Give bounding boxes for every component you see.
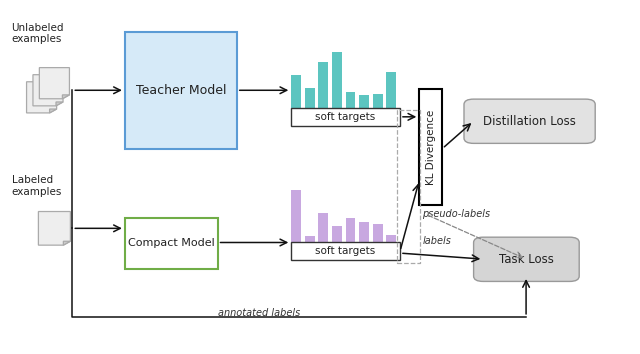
Text: Teacher Model: Teacher Model (136, 84, 226, 97)
Bar (332, 226, 342, 242)
Bar (372, 93, 383, 108)
Bar (332, 52, 342, 108)
Bar (346, 218, 355, 242)
Polygon shape (50, 109, 57, 113)
Text: Compact Model: Compact Model (128, 238, 214, 249)
Bar (359, 95, 369, 108)
Text: Unlabeled
examples: Unlabeled examples (12, 23, 64, 45)
Bar (305, 88, 315, 108)
Bar (291, 75, 301, 108)
Polygon shape (33, 75, 63, 106)
Bar (319, 213, 328, 242)
Polygon shape (27, 82, 57, 113)
Polygon shape (40, 68, 70, 99)
Polygon shape (38, 212, 70, 245)
Bar (319, 62, 328, 108)
FancyBboxPatch shape (291, 108, 400, 126)
FancyBboxPatch shape (125, 218, 218, 269)
Text: soft targets: soft targets (316, 246, 376, 256)
Text: Distillation Loss: Distillation Loss (483, 115, 576, 128)
Bar (387, 235, 396, 242)
Bar (346, 92, 355, 108)
Bar (359, 222, 369, 242)
Text: pseudo-labels: pseudo-labels (422, 209, 490, 219)
Text: Task Loss: Task Loss (499, 253, 554, 266)
FancyBboxPatch shape (125, 32, 237, 149)
FancyBboxPatch shape (419, 88, 442, 205)
Bar (291, 190, 301, 242)
Text: soft targets: soft targets (316, 112, 376, 122)
Text: KL Divergence: KL Divergence (426, 109, 436, 184)
Text: annotated labels: annotated labels (218, 308, 300, 318)
Bar (305, 236, 315, 242)
Polygon shape (56, 102, 63, 106)
Polygon shape (63, 95, 70, 99)
Polygon shape (63, 241, 70, 245)
Bar (387, 72, 396, 108)
FancyBboxPatch shape (291, 242, 400, 260)
Text: Labeled
examples: Labeled examples (12, 175, 62, 197)
Text: labels: labels (422, 236, 451, 246)
FancyBboxPatch shape (474, 237, 579, 281)
FancyBboxPatch shape (464, 99, 595, 143)
Bar (372, 224, 383, 242)
